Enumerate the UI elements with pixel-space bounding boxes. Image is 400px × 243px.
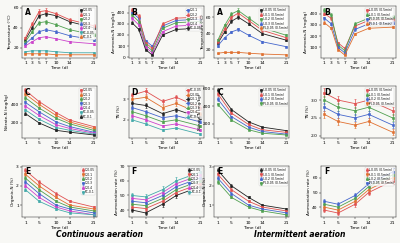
Legend: C-0.05, C-0.1, C-0.2, C-0.3, C-0.4, PC-0.1: C-0.05, C-0.1, C-0.2, C-0.3, C-0.4, PC-0… [188,167,202,195]
Text: E: E [218,167,223,176]
X-axis label: Time (d): Time (d) [50,146,69,150]
Y-axis label: Ammonia-N (mg/kg): Ammonia-N (mg/kg) [304,11,308,53]
X-axis label: Time (d): Time (d) [349,146,368,150]
Text: E: E [25,167,30,176]
Legend: C-0.05, C-0.1, C-0.2, C-0.3, C-0.4, PC-0.05, PC-0.1: C-0.05, C-0.1, C-0.2, C-0.3, C-0.4, PC-0… [79,87,96,120]
Legend: I-0.05 (0.5min), I-0.1 (0.5min), I-0.2 (0.5min), PI-0.05 (0.5min): I-0.05 (0.5min), I-0.1 (0.5min), I-0.2 (… [259,87,288,106]
Y-axis label: Ammoniation rate (%): Ammoniation rate (%) [307,169,311,215]
X-axis label: Time (d): Time (d) [157,146,175,150]
Y-axis label: Ammoniation rate (%): Ammoniation rate (%) [115,169,119,215]
X-axis label: Time (d): Time (d) [50,66,69,70]
X-axis label: Time (d): Time (d) [349,66,368,70]
X-axis label: Time (d): Time (d) [349,226,368,230]
Y-axis label: Nitrate-N (mg/kg): Nitrate-N (mg/kg) [6,94,10,130]
Text: F: F [132,167,137,176]
Y-axis label: TN (%): TN (%) [118,105,122,119]
Legend: C-0.05, C-0.1, C-0.2, C-0.3, C-0.4, PC-0.1: C-0.05, C-0.1, C-0.2, C-0.3, C-0.4, PC-0… [81,167,96,195]
X-axis label: Time (d): Time (d) [243,66,261,70]
Y-axis label: TN (%): TN (%) [306,105,310,119]
Legend: I-0.05 (0.5min), I-0.1 (0.5min), I-0.2 (0.5min), I-0.3 (0.5min), PI-0.05 (0.5min: I-0.05 (0.5min), I-0.1 (0.5min), I-0.2 (… [259,8,288,31]
Legend: I-0.05 (0.5min), I-0.1 (0.5min), I-0.2 (0.5min), PI-0.05 (0.5min): I-0.05 (0.5min), I-0.1 (0.5min), I-0.2 (… [366,167,394,186]
Text: A: A [25,8,31,17]
Y-axis label: Temperature (°C): Temperature (°C) [201,14,205,50]
X-axis label: Time (d): Time (d) [50,226,69,230]
X-axis label: Time (d): Time (d) [157,226,175,230]
X-axis label: Time (d): Time (d) [243,226,261,230]
Text: C: C [218,87,223,96]
Text: D: D [132,87,138,96]
Legend: C-0.05, C-0.1, C-0.2, C-0.3, C-0.4, PC-0.05, PC-0.1: C-0.05, C-0.1, C-0.2, C-0.3, C-0.4, PC-0… [79,8,96,40]
Text: Continuous aeration: Continuous aeration [56,230,144,239]
Text: B: B [132,8,137,17]
Text: D: D [324,87,330,96]
Y-axis label: Temperature (°C): Temperature (°C) [8,14,12,50]
Text: C: C [25,87,31,96]
Y-axis label: Organic-N (%): Organic-N (%) [203,177,207,206]
Y-axis label: Nitrate-N (mg/kg): Nitrate-N (mg/kg) [198,94,202,130]
Legend: I-0.05 (0.5min), I-0.1 (0.5min), I-0.2 (0.5min), PI-0.05 (0.5min): I-0.05 (0.5min), I-0.1 (0.5min), I-0.2 (… [366,87,394,106]
Legend: PC-0.05, C-0.05, C-0.1, C-0.2, C-0.3, C-0.4, PC-0.1: PC-0.05, C-0.05, C-0.1, C-0.2, C-0.3, C-… [186,87,202,120]
X-axis label: Time (d): Time (d) [157,66,175,70]
Text: Intermittent aeration: Intermittent aeration [254,230,346,239]
X-axis label: Time (d): Time (d) [243,146,261,150]
Y-axis label: Organic-N (%): Organic-N (%) [11,177,15,206]
Legend: I-0.05 (0.5min), I-0.1 (0.5min), I-0.2 (0.5min), PI-0.05 (0.5min): I-0.05 (0.5min), I-0.1 (0.5min), I-0.2 (… [259,167,288,186]
Legend: C-0.1, C-0.2, C-0.3, C-0.4, PC-0.05: C-0.1, C-0.2, C-0.3, C-0.4, PC-0.05 [186,8,202,31]
Text: B: B [324,8,330,17]
Legend: I-0.05 (0.5min), I-0.1 (0.5min), PI-0.05 (0.5min), PI-0.1 (0.5min): I-0.05 (0.5min), I-0.1 (0.5min), PI-0.05… [366,8,394,26]
Text: A: A [218,8,223,17]
Y-axis label: Ammonia-N (mg/kg): Ammonia-N (mg/kg) [112,11,116,53]
Text: F: F [324,167,329,176]
